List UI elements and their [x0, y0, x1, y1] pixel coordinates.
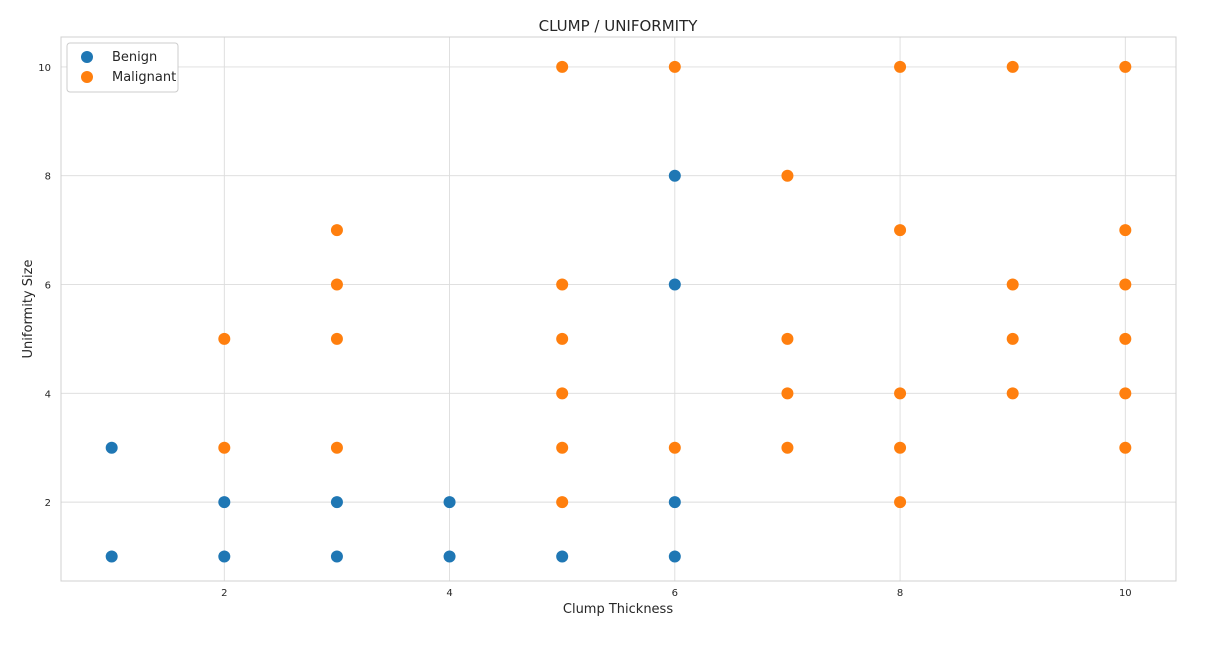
data-point-malignant	[894, 496, 907, 509]
data-point-benign	[668, 496, 681, 509]
data-point-malignant	[781, 332, 794, 345]
data-point-malignant	[556, 278, 569, 291]
data-point-malignant	[781, 441, 794, 454]
x-tick-label: 2	[221, 588, 227, 599]
data-point-malignant	[556, 332, 569, 345]
data-point-benign	[105, 550, 118, 563]
data-point-benign	[443, 550, 456, 563]
data-point-malignant	[556, 441, 569, 454]
data-point-malignant	[781, 169, 794, 182]
data-point-malignant	[1006, 332, 1019, 345]
series-malignant	[218, 60, 1132, 509]
plot-area-frame	[60, 36, 1177, 582]
y-tick-label: 10	[38, 63, 51, 74]
data-point-malignant	[1119, 332, 1132, 345]
data-point-malignant	[1006, 387, 1019, 400]
data-points	[105, 60, 1132, 563]
y-axis-label: Uniformity Size	[21, 260, 36, 359]
x-tick-label: 8	[897, 588, 903, 599]
data-point-benign	[668, 169, 681, 182]
data-point-benign	[218, 550, 231, 563]
legend: Benign Malignant	[66, 42, 179, 93]
y-tick-label: 2	[45, 498, 51, 509]
data-point-malignant	[894, 60, 907, 73]
data-point-malignant	[330, 332, 343, 345]
data-point-benign	[443, 496, 456, 509]
legend-marker-malignant	[81, 71, 93, 83]
x-tick-label: 4	[446, 588, 452, 599]
tick-labels: 2 4 6 8 10 2 4 6 8 10	[38, 63, 1131, 599]
data-point-malignant	[894, 441, 907, 454]
legend-marker-benign	[81, 51, 93, 63]
chart-title: CLUMP / UNIFORMITY	[539, 17, 699, 35]
data-point-malignant	[1006, 278, 1019, 291]
x-axis-label: Clump Thickness	[563, 602, 673, 617]
data-point-malignant	[330, 441, 343, 454]
y-tick-label: 8	[45, 172, 51, 183]
y-tick-label: 4	[45, 389, 51, 400]
data-point-malignant	[218, 441, 231, 454]
data-point-benign	[330, 496, 343, 509]
data-point-benign	[330, 550, 343, 563]
legend-label-malignant: Malignant	[112, 70, 176, 85]
data-point-malignant	[668, 60, 681, 73]
data-point-malignant	[556, 60, 569, 73]
data-point-malignant	[894, 387, 907, 400]
data-point-malignant	[1119, 224, 1132, 237]
data-point-malignant	[1119, 387, 1132, 400]
data-point-malignant	[1006, 60, 1019, 73]
data-point-benign	[556, 550, 569, 563]
data-point-malignant	[1119, 441, 1132, 454]
data-point-malignant	[894, 224, 907, 237]
data-point-malignant	[330, 224, 343, 237]
data-point-malignant	[218, 332, 231, 345]
legend-label-benign: Benign	[112, 50, 157, 65]
grid	[61, 37, 1176, 581]
data-point-malignant	[668, 441, 681, 454]
data-point-malignant	[1119, 60, 1132, 73]
series-benign	[105, 169, 681, 563]
data-point-benign	[105, 441, 118, 454]
data-point-malignant	[781, 387, 794, 400]
data-point-malignant	[556, 496, 569, 509]
data-point-malignant	[556, 387, 569, 400]
data-point-benign	[668, 550, 681, 563]
y-tick-label: 6	[45, 281, 51, 292]
x-tick-label: 10	[1119, 588, 1132, 599]
data-point-benign	[668, 278, 681, 291]
legend-box	[66, 42, 179, 93]
data-point-benign	[218, 496, 231, 509]
x-tick-label: 6	[672, 588, 678, 599]
data-point-malignant	[330, 278, 343, 291]
data-point-malignant	[1119, 278, 1132, 291]
